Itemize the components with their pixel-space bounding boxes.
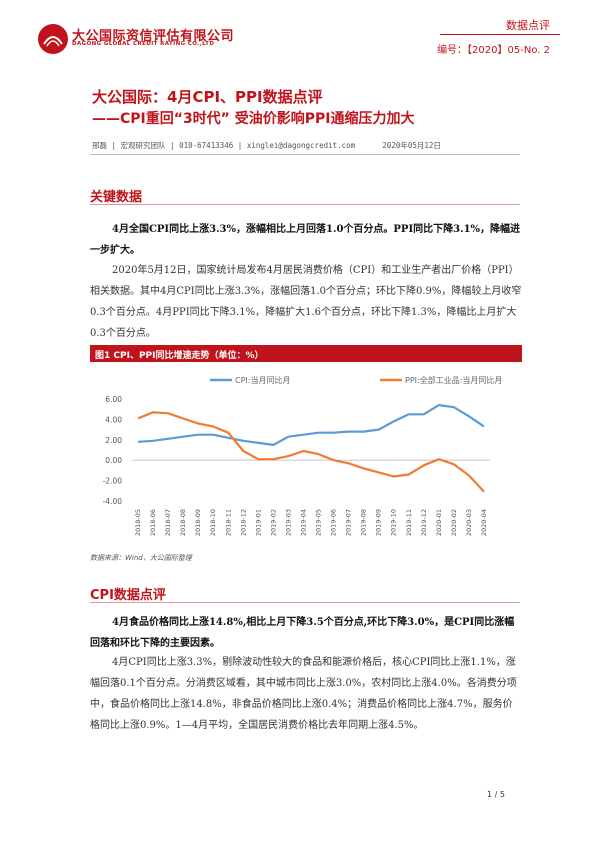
section-heading-key-data: 关键数据 xyxy=(90,190,143,205)
y-tick-label: 2.00 xyxy=(105,436,122,445)
x-tick-label: 2018-11 xyxy=(224,509,232,536)
x-tick-label: 2019-03 xyxy=(284,509,292,536)
series-line xyxy=(137,403,485,447)
x-tick-label: 2019-11 xyxy=(405,509,413,536)
section-divider xyxy=(90,204,520,205)
x-tick-label: 2019-01 xyxy=(254,509,262,536)
legend-label: PPI:全部工业品:当月同比月 xyxy=(405,375,502,385)
cpi-ppi-line-chart: CPI:当月同比月 PPI:全部工业品:当月同比月 6.00 4.00 2.00 0.0… xyxy=(103,375,503,536)
x-tick-label: 2019-09 xyxy=(375,509,383,536)
cpi-review-summary: 4月食品价格同比上涨14.8%,相比上月下降3.5个百分点,环比下降3.0%，是… xyxy=(90,617,515,649)
section-divider xyxy=(90,602,520,603)
figure-title-bar xyxy=(90,345,522,362)
x-tick-label: 2019-02 xyxy=(269,509,277,536)
report-type: 数据点评 xyxy=(506,19,550,32)
figure-title: 图1 CPI、PPI同比增速走势（单位：%） xyxy=(95,351,264,361)
key-data-summary: 4月全国CPI同比上涨3.3%，涨幅相比上月回落1.0个百分点。PPI同比下降3… xyxy=(90,224,521,256)
x-tick-label: 2020-02 xyxy=(450,509,458,536)
byline-divider xyxy=(90,154,520,155)
x-tick-label: 2020-04 xyxy=(480,509,488,536)
section-heading-cpi-review: CPI数据点评 xyxy=(90,588,166,603)
company-logo xyxy=(38,24,68,54)
page-title: 大公国际：4月CPI、PPI数据点评 xyxy=(92,88,323,106)
y-tick-label: -4.00 xyxy=(103,497,123,506)
logo-emblem-icon xyxy=(39,25,67,53)
legend-label: CPI:当月同比月 xyxy=(235,375,290,385)
x-tick-label: 2019-07 xyxy=(345,509,353,536)
y-tick-label: 0.00 xyxy=(105,456,122,465)
x-tick-label: 2018-10 xyxy=(209,509,217,536)
series-line xyxy=(137,411,485,493)
author-byline: 邢磊 | 宏观研究团队 | 010-67413346 | xinglei@dag… xyxy=(92,141,441,150)
y-tick-label: 4.00 xyxy=(105,415,122,424)
x-tick-label: 2019-08 xyxy=(360,509,368,536)
header-divider xyxy=(440,34,560,35)
x-tick-label: 2018-12 xyxy=(239,509,247,536)
page-subtitle: ——CPI重回“3时代” 受油价影响PPI通缩压力加大 xyxy=(92,111,415,127)
figure-source: 数据来源：Wind，大公国际整理 xyxy=(90,554,192,562)
x-tick-label: 2019-04 xyxy=(299,509,307,536)
org-name-cn: 大公国际资信评估有限公司 xyxy=(72,29,235,44)
x-tick-label: 2018-08 xyxy=(179,509,187,536)
x-tick-label: 2019-10 xyxy=(390,509,398,536)
x-tick-label: 2018-05 xyxy=(134,509,142,536)
x-tick-label: 2020-03 xyxy=(465,509,473,536)
x-tick-label: 2018-07 xyxy=(164,509,172,536)
x-tick-label: 2018-06 xyxy=(149,509,157,536)
x-tick-label: 2019-06 xyxy=(330,509,338,536)
x-tick-label: 2019-12 xyxy=(420,509,428,536)
x-tick-label: 2018-09 xyxy=(194,509,202,536)
page-number: 1 / 5 xyxy=(487,790,505,799)
x-tick-label: 2020-01 xyxy=(435,509,443,536)
x-tick-label: 2019-05 xyxy=(315,509,323,536)
doc-number: 编号：【2020】05-No. 2 xyxy=(437,45,550,56)
y-tick-label: -2.00 xyxy=(103,477,123,486)
y-tick-label: 6.00 xyxy=(105,395,122,404)
org-name-en: DAGONG GLOBAL CREDIT RATING CO.,LTD xyxy=(72,41,215,47)
cpi-review-body: 4月CPI同比上涨3.3%，剔除波动性较大的食品和能源价格后，核心CPI同比上涨… xyxy=(90,657,517,731)
key-data-body: 2020年5月12日，国家统计局发布4月居民消费价格（CPI）和工业生产者出厂价… xyxy=(90,265,522,339)
